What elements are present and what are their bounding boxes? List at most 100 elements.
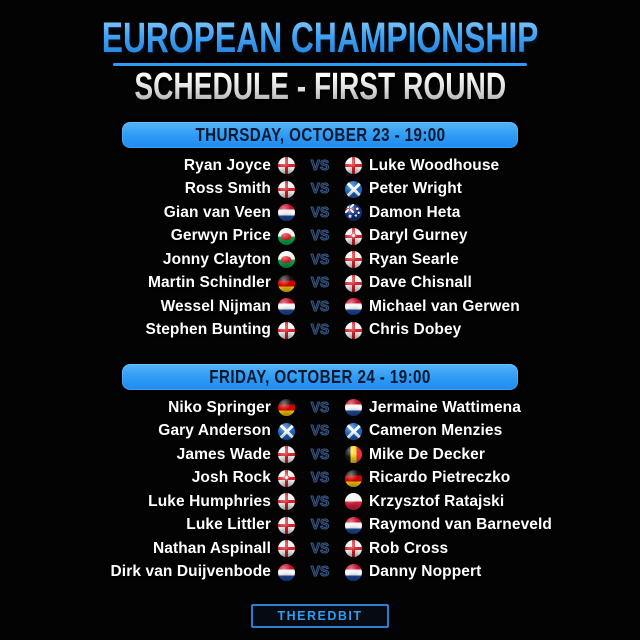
player1-name: Nathan Aspinall xyxy=(152,539,271,557)
player2-name: Michael van Gerwen xyxy=(369,297,520,315)
vs-label: VS xyxy=(310,181,330,198)
player1-name: Josh Rock xyxy=(191,469,271,487)
england-flag-icon xyxy=(278,540,295,558)
player2-name: Danny Noppert xyxy=(369,563,482,581)
germany-flag-icon xyxy=(278,399,295,417)
player2-name: Luke Woodhouse xyxy=(369,156,500,174)
vs-label: VS xyxy=(310,157,330,174)
match-row: Wessel Nijman VS Michael van Gerwen xyxy=(10,295,630,319)
england-flag-icon xyxy=(278,493,295,511)
vs-label: VS xyxy=(310,204,330,221)
flag-gloss xyxy=(278,204,295,222)
england-flag-icon xyxy=(345,321,362,339)
page-subtitle: SCHEDULE - FIRST ROUND xyxy=(134,66,506,108)
flag-gloss xyxy=(278,227,295,245)
session-block: FRIDAY, OCTOBER 24 - 19:00 Niko Springer… xyxy=(10,364,630,584)
flag-gloss xyxy=(345,516,362,534)
netherlands-flag-icon xyxy=(278,204,295,222)
england-flag-icon xyxy=(278,180,295,198)
session-banner: THURSDAY, OCTOBER 23 - 19:00 xyxy=(122,122,518,148)
player1-name: Wessel Nijman xyxy=(160,297,271,315)
flag-gloss xyxy=(278,321,295,339)
vs-label: VS xyxy=(310,446,330,463)
match-row: Gary Anderson VS Cameron Menzies xyxy=(10,420,630,444)
match-list: Niko Springer VS Jermaine Wattimena Gary… xyxy=(10,396,630,584)
vs-label: VS xyxy=(310,251,330,268)
scotland-flag-icon xyxy=(345,422,362,440)
flag-gloss xyxy=(278,563,295,581)
vs-label: VS xyxy=(310,470,330,487)
vs-label: VS xyxy=(310,517,330,534)
player2-name: Dave Chisnall xyxy=(369,274,472,292)
flag-gloss xyxy=(345,493,362,511)
player1-name: Luke Littler xyxy=(186,516,271,534)
player1-name: Gary Anderson xyxy=(158,422,271,440)
england-flag-icon xyxy=(278,321,295,339)
flag-gloss xyxy=(345,180,362,198)
flag-gloss xyxy=(345,227,362,245)
flag-gloss xyxy=(278,446,295,464)
flag-gloss xyxy=(345,298,362,316)
england-flag-icon xyxy=(345,157,362,175)
northern-ireland-flag-icon xyxy=(278,469,295,487)
player1-name: Martin Schindler xyxy=(147,274,271,292)
match-row: Jonny Clayton VS Ryan Searle xyxy=(10,248,630,272)
player2-name: Daryl Gurney xyxy=(369,227,468,245)
vs-label: VS xyxy=(310,298,330,315)
flag-gloss xyxy=(278,180,295,198)
wales-flag-icon xyxy=(278,251,295,269)
match-row: Josh Rock VS Ricardo Pietreczko xyxy=(10,467,630,491)
vs-label: VS xyxy=(310,275,330,292)
germany-flag-icon xyxy=(345,469,362,487)
flag-gloss xyxy=(345,446,362,464)
flag-gloss xyxy=(345,540,362,558)
match-row: Gian van Veen VS Damon Heta xyxy=(10,201,630,225)
match-row: Luke Humphries VS Krzysztof Ratajski xyxy=(10,490,630,514)
netherlands-flag-icon xyxy=(278,563,295,581)
england-flag-icon xyxy=(345,540,362,558)
england-flag-icon xyxy=(345,274,362,292)
player1-name: Niko Springer xyxy=(168,398,271,416)
flag-gloss xyxy=(278,540,295,558)
player2-name: Damon Heta xyxy=(369,203,461,221)
flag-gloss xyxy=(345,563,362,581)
england-flag-icon xyxy=(278,157,295,175)
germany-flag-icon xyxy=(278,274,295,292)
player2-name: Peter Wright xyxy=(369,180,463,198)
netherlands-flag-icon xyxy=(345,399,362,417)
player2-name: Mike De Decker xyxy=(369,445,485,463)
player1-name: Ross Smith xyxy=(184,180,271,198)
flag-gloss xyxy=(278,399,295,417)
england-flag-icon xyxy=(278,516,295,534)
flag-gloss xyxy=(278,251,295,269)
flag-gloss xyxy=(345,251,362,269)
match-row: Dirk van Duijvenbode VS Danny Noppert xyxy=(10,561,630,585)
vs-label: VS xyxy=(310,493,330,510)
player2-name: Chris Dobey xyxy=(369,321,462,339)
match-row: Ross Smith VS Peter Wright xyxy=(10,178,630,202)
flag-gloss xyxy=(278,469,295,487)
vs-label: VS xyxy=(310,399,330,416)
vs-label: VS xyxy=(310,322,330,339)
player2-name: Raymond van Barneveld xyxy=(369,516,552,534)
player2-name: Krzysztof Ratajski xyxy=(369,492,505,510)
match-row: Stephen Bunting VS Chris Dobey xyxy=(10,319,630,343)
match-row: Luke Littler VS Raymond van Barneveld xyxy=(10,514,630,538)
flag-gloss xyxy=(278,516,295,534)
flag-gloss xyxy=(278,157,295,175)
england-flag-icon xyxy=(278,446,295,464)
netherlands-flag-icon xyxy=(278,298,295,316)
scotland-flag-icon xyxy=(345,180,362,198)
player1-name: Gian van Veen xyxy=(163,203,271,221)
header: EUROPEAN CHAMPIONSHIP xyxy=(25,17,615,60)
flag-gloss xyxy=(345,274,362,292)
netherlands-flag-icon xyxy=(345,298,362,316)
player1-name: Dirk van Duijvenbode xyxy=(110,563,271,581)
player2-name: Cameron Menzies xyxy=(369,422,503,440)
player2-name: Rob Cross xyxy=(369,539,449,557)
flag-gloss xyxy=(278,274,295,292)
player2-name: Jermaine Wattimena xyxy=(369,398,521,416)
title-underline xyxy=(113,63,527,66)
player2-name: Ricardo Pietreczko xyxy=(369,469,511,487)
player1-name: Jonny Clayton xyxy=(162,250,271,268)
